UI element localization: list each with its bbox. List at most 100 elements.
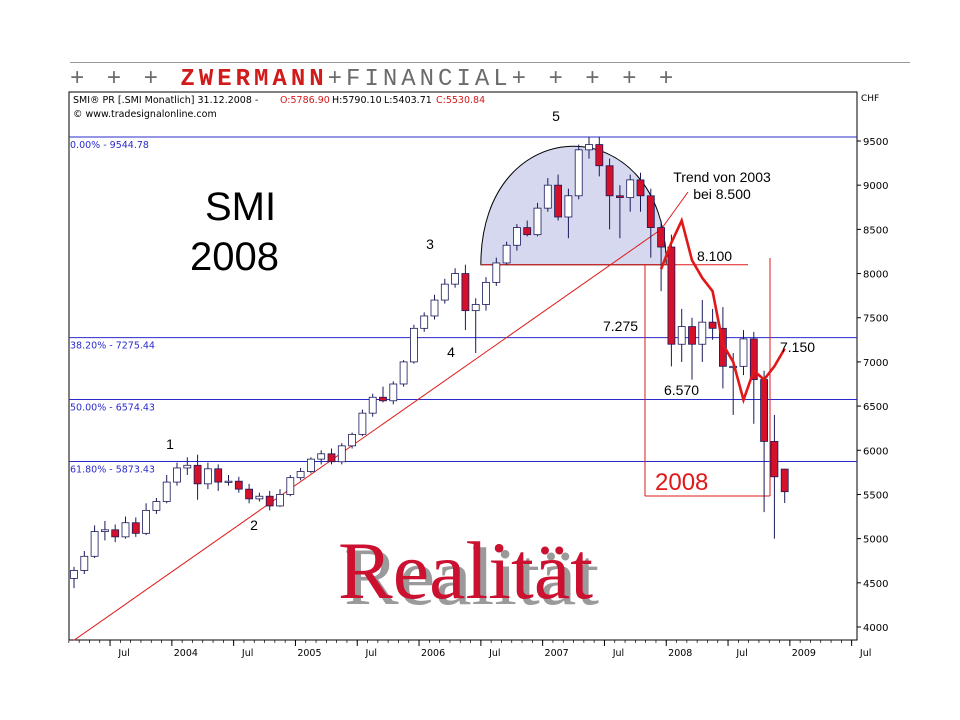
candle-body-19 <box>265 495 274 507</box>
wave-label-2: 2 <box>250 517 258 533</box>
candle-body-2 <box>90 531 99 557</box>
candle-body-10 <box>173 467 181 483</box>
y-tick-label-9: 8500 <box>863 225 888 236</box>
y-axis-unit: CHF <box>861 94 879 104</box>
candle-body-20 <box>276 494 284 507</box>
candle-body-25 <box>327 453 336 463</box>
candle-body-21 <box>286 477 295 495</box>
label-8100: 8.100 <box>697 248 732 264</box>
y-tick-label-2: 5000 <box>863 535 888 546</box>
label-7275: 7.275 <box>603 318 638 334</box>
candle-body-29 <box>368 396 377 414</box>
candle-body-13 <box>203 468 212 485</box>
candle-body-16 <box>234 480 243 490</box>
candle-body-57 <box>657 227 665 248</box>
candle-body-46 <box>543 184 552 209</box>
candle-body-30 <box>379 396 387 402</box>
candle-body-14 <box>214 468 223 483</box>
y-tick-label-4: 6000 <box>863 446 888 457</box>
candle-body-59 <box>677 326 686 345</box>
candle-body-18 <box>255 495 264 500</box>
trend-label-1: Trend von 2003 <box>673 169 771 185</box>
trend-label-2: bei 8.500 <box>693 186 751 202</box>
y-tick-label-10: 9000 <box>863 181 888 192</box>
candle-body-39 <box>471 304 480 312</box>
candle-body-1 <box>80 555 89 571</box>
candle-body-23 <box>306 458 315 472</box>
candle-body-17 <box>245 488 254 500</box>
banner-rule <box>70 62 910 63</box>
candle-body-3 <box>101 529 109 532</box>
candle-body-56 <box>646 195 655 228</box>
candle-body-63 <box>719 327 727 367</box>
banner-middle: +FINANCIAL <box>327 66 512 93</box>
label-6570: 6.570 <box>664 382 699 398</box>
candle-body-5 <box>121 522 130 538</box>
fib-label-3: 61.80% - 5873.43 <box>70 464 155 475</box>
trendline-pointer <box>660 191 689 230</box>
x-tick-label-10: Jul <box>735 648 747 659</box>
banner-left: + + + <box>70 66 181 93</box>
x-tick-label-4: Jul <box>365 648 377 659</box>
candle-body-53 <box>616 195 624 198</box>
candle-body-34 <box>420 315 429 329</box>
candle-body-67 <box>760 379 768 442</box>
candle-body-51 <box>595 144 604 167</box>
wave-label-4: 4 <box>447 344 455 360</box>
header-source: © www.tradesignalonline.com <box>73 109 217 120</box>
header-open: O:5786.90 <box>280 95 330 106</box>
candle-body-43 <box>513 227 521 246</box>
header-title: SMI® PR [.SMI Monatlich] 31.12.2008 - <box>73 95 258 106</box>
candle-body-37 <box>451 273 460 285</box>
candle-body-55 <box>636 179 645 197</box>
x-tick-label-9: 2008 <box>668 648 692 659</box>
candle-body-28 <box>358 412 367 435</box>
x-tick-label-7: 2007 <box>545 648 569 659</box>
candle-body-48 <box>564 195 573 218</box>
header-close: C:5530.84 <box>436 95 485 106</box>
candle-body-61 <box>698 321 707 345</box>
candle-body-66 <box>749 338 758 380</box>
candle-body-7 <box>142 509 151 534</box>
candle-body-12 <box>193 464 202 485</box>
y-tick-label-5: 6500 <box>863 402 888 413</box>
fib-label-0: 0.00% - 9544.78 <box>70 140 149 151</box>
fib-label-1: 38.20% - 7275.44 <box>70 341 155 352</box>
candle-body-62 <box>708 321 717 329</box>
projection-line <box>659 216 786 405</box>
candle-body-60 <box>688 326 696 345</box>
candle-body-40 <box>482 281 490 305</box>
candle-body-65 <box>739 338 748 367</box>
candle-body-15 <box>224 480 233 483</box>
candle-body-50 <box>585 144 593 151</box>
x-tick-label-8: Jul <box>612 648 624 659</box>
box-2008-label: 2008 <box>655 469 708 496</box>
x-tick-label-11: 2009 <box>792 648 816 659</box>
candle-body-42 <box>502 244 511 264</box>
candle-body-8 <box>152 501 161 511</box>
candle-body-54 <box>626 179 635 198</box>
candle-body-35 <box>430 299 439 317</box>
candle-body-49 <box>574 149 583 197</box>
y-tick-label-3: 5500 <box>863 490 888 501</box>
x-tick-label-5: 2006 <box>421 648 445 659</box>
x-tick-label-0: Jul <box>117 648 129 659</box>
candle-body-26 <box>337 445 346 463</box>
y-tick-label-0: 4000 <box>863 623 888 634</box>
candle-body-31 <box>389 383 398 402</box>
banner-brand: ZWERMANN <box>180 66 328 93</box>
wave-label-3: 3 <box>426 236 434 252</box>
header-low: L:5403.71 <box>384 95 432 106</box>
candle-body-4 <box>111 529 120 538</box>
candle-body-45 <box>533 207 542 236</box>
header-high: H:5790.10 <box>332 95 382 106</box>
x-tick-label-6: Jul <box>488 648 500 659</box>
candle-body-24 <box>317 453 326 460</box>
candle-body-11 <box>183 464 192 469</box>
x-tick-label-12: Jul <box>859 648 871 659</box>
candle-body-44 <box>523 227 532 236</box>
y-tick-label-8: 8000 <box>863 270 888 281</box>
fib-label-2: 50.00% - 6574.43 <box>70 403 155 414</box>
candle-body-6 <box>131 522 140 534</box>
